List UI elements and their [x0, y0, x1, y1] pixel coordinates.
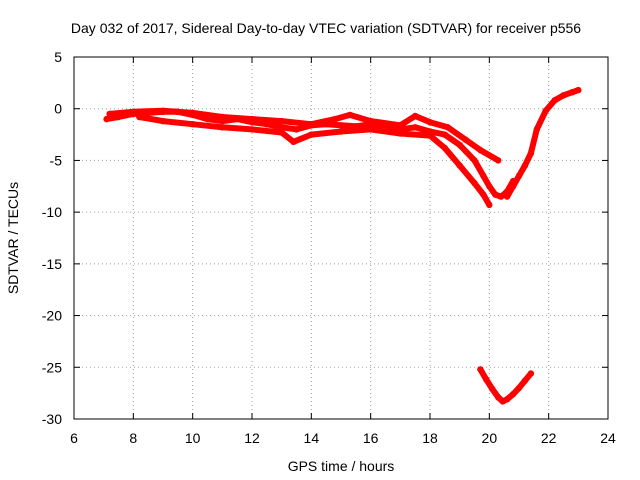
data-point	[480, 172, 487, 180]
data-point	[426, 119, 434, 126]
y-tick-label: -30	[42, 411, 62, 427]
data-point	[551, 97, 558, 104]
data-point	[159, 107, 167, 115]
data-point	[492, 191, 499, 198]
data-point	[248, 115, 256, 123]
data-point	[527, 150, 535, 157]
data-point	[248, 126, 256, 133]
series-line-recovery-track	[504, 87, 582, 200]
data-point	[219, 124, 226, 131]
data-point	[278, 129, 285, 136]
y-tick-label: 0	[54, 101, 62, 117]
data-point	[278, 117, 285, 125]
data-point	[480, 191, 487, 198]
x-tick-label: 16	[363, 430, 379, 446]
data-point	[397, 122, 404, 129]
data-point	[509, 391, 517, 398]
series-line-upper-branch	[106, 107, 502, 164]
y-tick-label: -20	[42, 308, 62, 324]
x-tick-label: 12	[244, 430, 260, 446]
data-point	[441, 131, 448, 138]
y-tick-label: 5	[54, 49, 62, 65]
chart-title: Day 032 of 2017, Sidereal Day-to-day VTE…	[71, 20, 581, 36]
data-point	[189, 109, 196, 117]
data-point	[219, 113, 226, 121]
data-point	[159, 117, 167, 125]
data-point	[337, 122, 345, 129]
data-point	[483, 376, 490, 383]
data-point	[412, 112, 419, 120]
x-axis-label: GPS time / hours	[288, 458, 395, 474]
data-point	[278, 124, 285, 131]
y-tick-label: -25	[42, 359, 62, 375]
x-tick-label: 10	[185, 430, 201, 446]
data-point	[489, 385, 496, 393]
data-point	[367, 126, 374, 133]
data-point	[441, 144, 448, 152]
data-point	[331, 115, 339, 123]
data-point	[521, 162, 529, 169]
data-point	[533, 126, 540, 133]
data-point	[308, 121, 315, 128]
data-point	[521, 377, 529, 384]
x-tick-label: 14	[304, 430, 320, 446]
y-axis-label: SDTVAR / TECUs	[5, 182, 21, 294]
data-point	[412, 124, 419, 131]
x-tick-label: 8	[129, 430, 137, 446]
data-point	[397, 130, 404, 137]
x-tick-label: 20	[482, 430, 498, 446]
data-point	[575, 86, 582, 94]
y-tick-label: -10	[42, 204, 62, 220]
data-point	[515, 172, 523, 180]
data-point	[130, 108, 137, 116]
data-point	[426, 132, 434, 139]
y-tick-label: -15	[42, 256, 62, 272]
data-point	[308, 131, 315, 138]
x-tick-label: 24	[600, 430, 616, 446]
data-point	[367, 117, 374, 125]
data-point	[542, 107, 549, 115]
data-point	[346, 111, 354, 119]
plot-frame	[73, 56, 609, 420]
x-tick-label: 18	[422, 430, 438, 446]
data-point	[293, 126, 300, 133]
data-point	[527, 370, 535, 377]
x-tick-labels: 6 8 10 12 14 16 18 20 22 24	[70, 430, 616, 446]
data-point	[477, 366, 484, 373]
data-point	[462, 136, 469, 143]
data-point	[290, 138, 297, 145]
x-tick-label: 22	[541, 430, 557, 446]
data-point	[189, 121, 196, 128]
data-point	[337, 128, 345, 135]
data-point	[503, 193, 511, 200]
data-point	[509, 183, 517, 190]
data-point	[136, 113, 143, 121]
data-point	[498, 193, 505, 200]
data-point	[103, 115, 110, 123]
data-point	[495, 394, 502, 401]
data-point	[569, 89, 576, 96]
data-point	[515, 384, 523, 392]
data-point	[477, 146, 484, 154]
y-tick-label: -5	[50, 152, 63, 168]
data-point	[471, 157, 478, 164]
axis-ticks	[73, 56, 609, 420]
y-tick-labels: 5 0 -5 -10 -15 -20 -25 -30	[42, 49, 62, 427]
x-tick-label: 6	[70, 430, 78, 446]
data-point	[560, 92, 567, 99]
data-point	[456, 162, 463, 169]
data-point	[503, 396, 511, 403]
series-layer	[103, 86, 582, 405]
data-point	[444, 124, 451, 131]
data-point	[456, 141, 463, 149]
data-point	[471, 180, 478, 187]
data-point	[495, 157, 502, 164]
data-point	[106, 110, 113, 118]
data-point	[486, 201, 493, 209]
data-point	[486, 183, 493, 190]
